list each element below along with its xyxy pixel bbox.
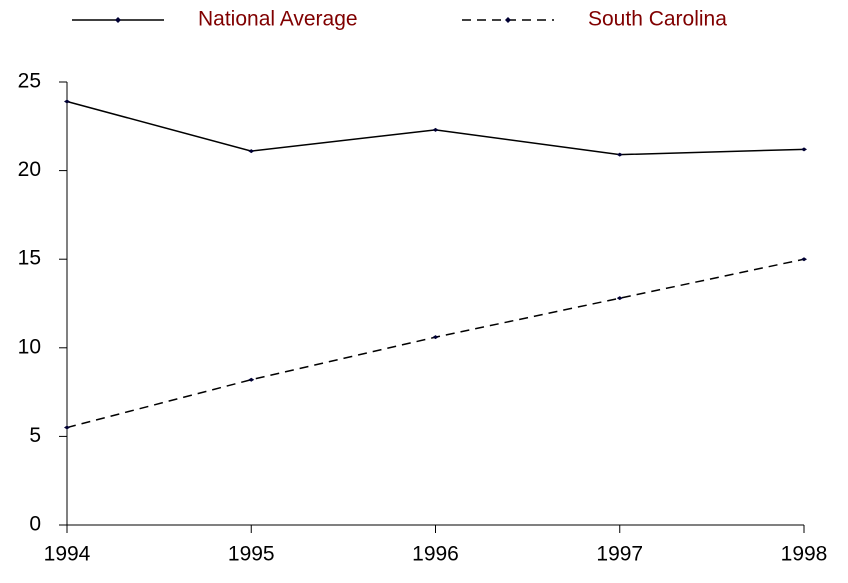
x-tick-label: 1998 (781, 543, 828, 566)
y-tick-label: 0 (29, 513, 41, 536)
point-marker (248, 149, 255, 154)
legend-text: National Average (198, 8, 358, 31)
legend-marker (505, 17, 511, 23)
legend-marker (115, 17, 121, 23)
point-marker (616, 296, 623, 301)
point-marker (432, 335, 439, 340)
point-marker (801, 257, 807, 262)
y-tick-label: 10 (18, 335, 41, 358)
point-marker (801, 147, 807, 152)
point-marker (432, 127, 439, 132)
y-tick-label: 5 (29, 424, 41, 447)
y-tick-label: 15 (18, 247, 41, 270)
point-marker (64, 425, 70, 430)
y-tick-label: 25 (18, 70, 41, 93)
legend-text: South Carolina (588, 8, 727, 31)
point-marker (248, 377, 255, 382)
x-tick-label: 1996 (412, 543, 459, 566)
series-line (66, 258, 805, 429)
x-tick-label: 1994 (44, 543, 91, 566)
x-tick-label: 1995 (228, 543, 275, 566)
point-marker (64, 99, 70, 104)
x-tick-label: 1997 (596, 543, 643, 566)
point-marker (616, 152, 623, 157)
y-tick-label: 20 (18, 158, 41, 181)
